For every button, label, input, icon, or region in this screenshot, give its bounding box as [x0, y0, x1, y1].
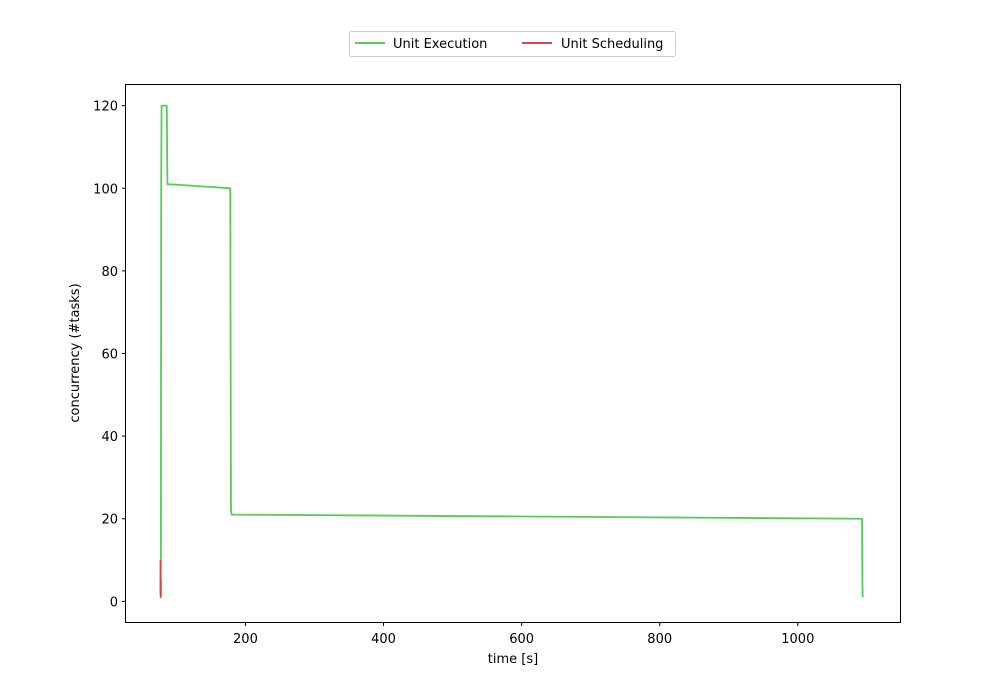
plot-area-frame: [125, 84, 901, 623]
legend-box: [349, 31, 676, 57]
y-tick-label: 0: [110, 595, 118, 610]
y-tick-label: 120: [93, 100, 118, 115]
y-tick-label: 60: [101, 348, 118, 363]
x-axis-ticks: 200 400 600 800 1000: [233, 622, 814, 647]
y-tick-label: 40: [101, 430, 118, 445]
x-axis-label: time [s]: [488, 652, 538, 667]
y-axis-label: concurrency (#tasks): [68, 283, 83, 422]
series-line-unit-execution: [159, 104, 864, 598]
y-tick-label: 80: [101, 265, 118, 280]
x-tick-label: 800: [647, 632, 672, 647]
legend: Unit Execution Unit Scheduling: [349, 31, 676, 57]
x-tick-label: 1000: [781, 632, 814, 647]
y-axis-ticks: 0 20 40 60 80 100 120: [93, 100, 126, 610]
x-tick-label: 600: [509, 632, 534, 647]
x-tick-label: 200: [233, 632, 258, 647]
y-tick-label: 20: [101, 513, 118, 528]
series-layer: [159, 104, 864, 599]
legend-label-unit-execution: Unit Execution: [393, 37, 487, 52]
series-line-unit-scheduling: [159, 560, 162, 599]
y-tick-label: 100: [93, 182, 118, 197]
legend-label-unit-scheduling: Unit Scheduling: [561, 37, 663, 52]
x-tick-label: 400: [371, 632, 396, 647]
